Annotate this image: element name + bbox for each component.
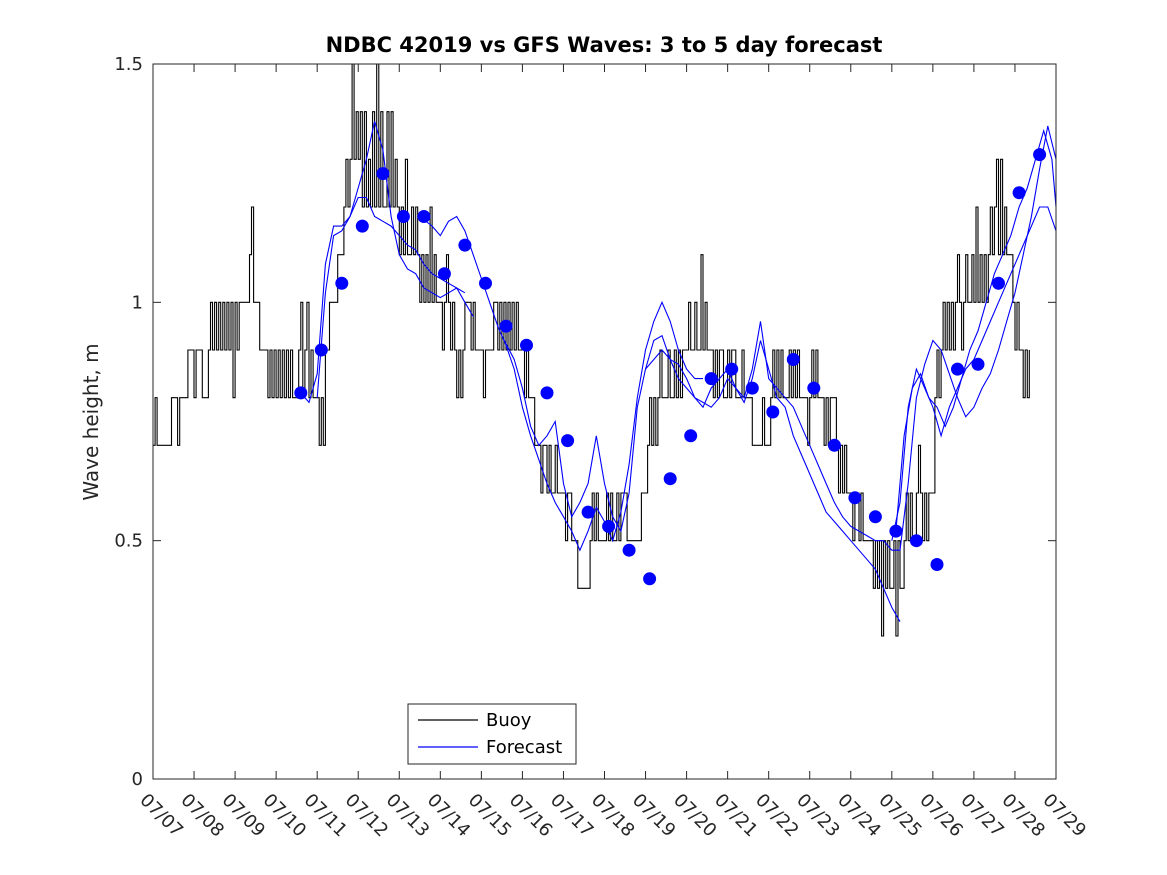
forecast-point-6 [417, 210, 431, 223]
legend: Buoy Forecast [407, 703, 577, 765]
forecast-point-35 [1012, 186, 1026, 200]
forecast-point-27 [848, 491, 862, 505]
forecast-point-25 [807, 381, 821, 395]
series-line-forecast-run-4 [501, 334, 901, 622]
forecast-point-30 [909, 534, 923, 548]
series-line-forecast [296, 196, 466, 404]
series-group [153, 63, 1056, 637]
forecast-point-18 [663, 472, 677, 486]
forecast-point-14 [581, 505, 595, 519]
forecast-point-1 [314, 343, 328, 357]
y-tick-label-2: 1 [132, 292, 143, 313]
legend-box [407, 703, 577, 765]
forecast-point-13 [561, 434, 575, 448]
forecast-point-22 [745, 381, 759, 395]
forecast-point-19 [684, 429, 698, 443]
forecast-point-23 [766, 405, 780, 419]
forecast-point-36 [1033, 148, 1047, 162]
series-line-forecast-run-7 [895, 128, 1056, 532]
forecast-point-3 [355, 219, 369, 233]
forecast-point-33 [971, 357, 985, 371]
forecast-point-0 [294, 386, 308, 400]
forecast-point-17 [643, 572, 657, 586]
forecast-point-10 [499, 319, 513, 333]
forecast-point-7 [437, 267, 451, 281]
forecast-point-15 [602, 519, 616, 533]
forecast-point-9 [479, 276, 492, 290]
y-tick-label-3: 1.5 [114, 54, 143, 75]
forecast-point-2 [335, 276, 349, 290]
forecast-point-24 [786, 353, 800, 366]
y-axis-label: Wave height, m [79, 343, 103, 500]
forecast-point-31 [930, 558, 944, 571]
legend-label-forecast: Forecast [486, 737, 562, 758]
forecast-point-16 [622, 543, 636, 557]
forecast-point-8 [458, 238, 472, 252]
forecast-point-12 [540, 386, 554, 400]
plot-area [153, 63, 1056, 637]
forecast-point-20 [704, 372, 718, 386]
y-tick-label-1: 0.5 [114, 531, 143, 552]
forecast-point-28 [868, 510, 882, 524]
forecast-point-34 [992, 276, 1005, 290]
forecast-point-5 [396, 210, 410, 223]
forecast-point-32 [951, 362, 964, 376]
forecast-point-4 [376, 167, 390, 181]
legend-label-buoy: Buoy [486, 710, 532, 731]
series-line-forecast-run-2 [316, 121, 474, 398]
forecast-point-21 [725, 362, 739, 376]
forecast-point-29 [889, 524, 903, 538]
y-tick-label-0: 0 [132, 769, 143, 790]
forecast-point-11 [520, 338, 533, 352]
series-line-forecast-run-5 [645, 125, 1056, 551]
chart-title: NDBC 42019 vs GFS Waves: 3 to 5 day fore… [326, 33, 883, 57]
forecast-point-26 [827, 438, 841, 452]
